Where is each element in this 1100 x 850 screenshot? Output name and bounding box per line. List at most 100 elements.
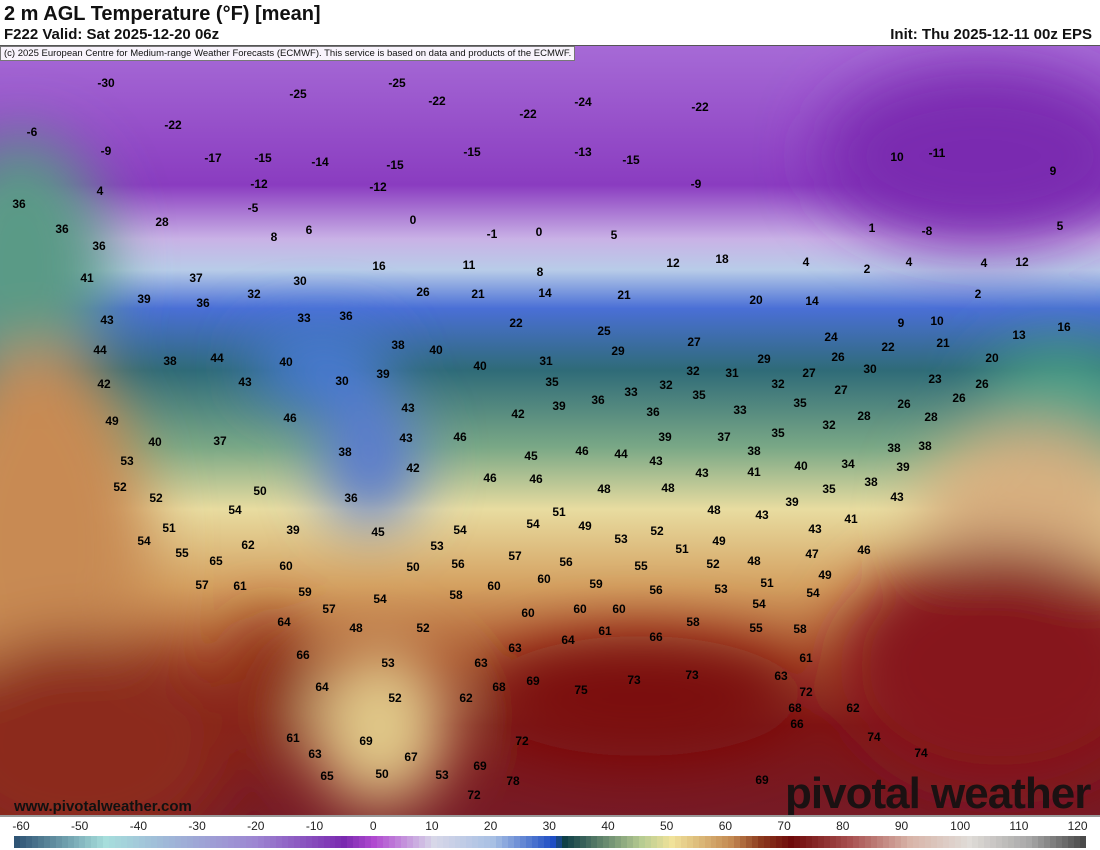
temperature-label: 12 (666, 256, 680, 270)
temperature-label: -15 (622, 153, 640, 167)
temperature-label: 21 (936, 336, 950, 350)
colorbar-segment (91, 836, 98, 848)
colorbar-segment (67, 836, 74, 848)
colorbar-segment (61, 836, 68, 848)
colorbar-segment (1020, 836, 1027, 848)
temperature-label: 13 (1012, 328, 1026, 342)
colorbar-segment (508, 836, 515, 848)
temperature-label: 57 (508, 549, 522, 563)
temperature-label: 46 (857, 543, 871, 557)
temperature-label: 8 (270, 230, 278, 244)
temperature-label: 53 (614, 532, 628, 546)
colorbar-segment (162, 836, 169, 848)
colorbar-segment (1073, 836, 1080, 848)
temperature-field (0, 46, 1100, 815)
colorbar-segment (383, 836, 390, 848)
temperature-label: 25 (597, 324, 611, 338)
temperature-label: 41 (80, 271, 94, 285)
temperature-label: 59 (298, 585, 312, 599)
temperature-label: -9 (100, 144, 112, 158)
colorbar-segment (448, 836, 455, 848)
colorbar-segment (359, 836, 366, 848)
temperature-label: 35 (793, 396, 807, 410)
colorbar-segment (859, 836, 866, 848)
colorbar-segment (121, 836, 128, 848)
colorbar-segment (930, 836, 937, 848)
colorbar-segment (299, 836, 306, 848)
colorbar-tick-label: -50 (71, 819, 89, 833)
temperature-label: 8 (536, 265, 544, 279)
colorbar-segment (543, 836, 550, 848)
temperature-label: 42 (406, 461, 420, 475)
temperature-label: 33 (297, 311, 311, 325)
temperature-label: 38 (747, 444, 761, 458)
temperature-label: 30 (335, 374, 349, 388)
temperature-label: 14 (805, 294, 819, 308)
colorbar-segment (781, 836, 788, 848)
temperature-label: 14 (538, 286, 552, 300)
colorbar-segment (1031, 836, 1038, 848)
temperature-label: 59 (589, 577, 603, 591)
colorbar-segment (942, 836, 949, 848)
temperature-label: 63 (508, 641, 522, 655)
temperature-map[interactable]: (c) 2025 European Centre for Medium-rang… (0, 45, 1100, 817)
colorbar-segment (579, 836, 586, 848)
temperature-label: 40 (794, 459, 808, 473)
temperature-label: 43 (238, 375, 252, 389)
map-title: 2 m AGL Temperature (°F) [mean] (4, 3, 321, 25)
temperature-label: 60 (279, 559, 293, 573)
colorbar-segment (966, 836, 973, 848)
temperature-label: 66 (649, 630, 663, 644)
colorbar-segment (621, 836, 628, 848)
colorbar-segment (43, 836, 50, 848)
temperature-label: 26 (416, 285, 430, 299)
temperature-label: 43 (399, 431, 413, 445)
colorbar-segment (323, 836, 330, 848)
temperature-label: 58 (686, 615, 700, 629)
temperature-label: 72 (515, 734, 529, 748)
colorbar-segment (293, 836, 300, 848)
colorbar-segment (139, 836, 145, 848)
temperature-label: 42 (511, 407, 525, 421)
colorbar-segment (722, 836, 729, 848)
temperature-label: 23 (928, 372, 942, 386)
colorbar-tick-label: -60 (12, 819, 30, 833)
temperature-label: 52 (113, 480, 127, 494)
temperature-label: 36 (12, 197, 26, 211)
temperature-label: 52 (706, 557, 720, 571)
temperature-label: 55 (749, 621, 763, 635)
temperature-label: 2 (974, 287, 982, 301)
temperature-label: 54 (752, 597, 766, 611)
temperature-label: 30 (293, 274, 307, 288)
site-url[interactable]: www.pivotalweather.com (14, 798, 192, 815)
temperature-label: 37 (189, 271, 203, 285)
temperature-label: 43 (695, 466, 709, 480)
temperature-label: 53 (435, 768, 449, 782)
colorbar-segment (692, 836, 699, 848)
colorbar-tick-label: 100 (950, 819, 971, 833)
temperature-label: -12 (250, 177, 268, 191)
colorbar-segment (168, 836, 175, 848)
colorbar-segment (156, 836, 163, 848)
temperature-label: 36 (344, 491, 358, 505)
colorbar-segment (55, 836, 62, 848)
temperature-label: 26 (975, 377, 989, 391)
colorbar-segment (1037, 836, 1044, 848)
temperature-label: 6 (305, 223, 313, 237)
colorbar-segment (686, 836, 693, 848)
temperature-label: -30 (97, 76, 115, 90)
temperature-label: 22 (881, 340, 895, 354)
colorbar-segment (1008, 836, 1015, 848)
temperature-label: 38 (887, 441, 901, 455)
temperature-label: 57 (322, 602, 336, 616)
temperature-label: 10 (930, 314, 944, 328)
temperature-label: 2 (863, 262, 871, 276)
temperature-label: 38 (391, 338, 405, 352)
temperature-label: 53 (381, 656, 395, 670)
colorbar-segment (371, 836, 378, 848)
temperature-label: 54 (526, 517, 540, 531)
colorbar-tick-label: 10 (425, 819, 439, 833)
temperature-label: 4 (905, 255, 913, 269)
colorbar-segment (115, 836, 122, 848)
temperature-label: 54 (453, 523, 467, 537)
